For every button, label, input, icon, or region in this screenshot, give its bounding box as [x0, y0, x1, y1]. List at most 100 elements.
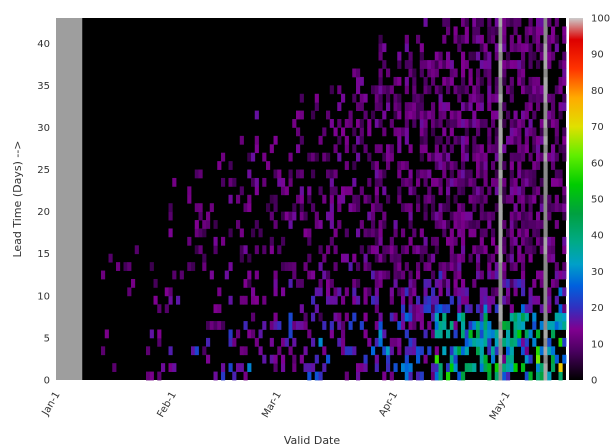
heatmap-cell [337, 194, 342, 204]
heatmap-cell [408, 102, 413, 112]
heatmap-cell [472, 110, 477, 120]
heatmap-cell [536, 76, 541, 86]
heatmap-cell [251, 152, 256, 162]
heatmap-cell [472, 135, 477, 145]
heatmap-cell [333, 287, 338, 297]
heatmap-cell [502, 34, 507, 44]
heatmap-cell [543, 270, 548, 280]
heatmap-cell [288, 329, 293, 339]
heatmap-cell [322, 270, 327, 280]
heatmap-cell [359, 127, 364, 137]
heatmap-cell [491, 253, 496, 263]
heatmap-cell [453, 278, 458, 288]
heatmap-cell [457, 93, 462, 103]
heatmap-cell [517, 169, 522, 179]
heatmap-cell [551, 144, 556, 154]
heatmap-cell [461, 186, 466, 196]
heatmap-cell [498, 337, 503, 347]
heatmap-cell [453, 135, 458, 145]
heatmap-cell [468, 220, 473, 229]
heatmap-cell [513, 177, 518, 187]
x-tick-label: Feb-1 [155, 390, 178, 419]
heatmap-cell [318, 337, 323, 347]
heatmap-cell [498, 363, 503, 372]
heatmap-cell [461, 76, 466, 86]
heatmap-cell [416, 203, 421, 213]
heatmap-cell [431, 253, 436, 263]
heatmap-cell [558, 371, 563, 381]
heatmap-cell [554, 119, 559, 128]
heatmap-cell [254, 177, 259, 187]
heatmap-cell [251, 312, 256, 322]
heatmap-cell [502, 26, 507, 36]
heatmap-cell [554, 177, 559, 187]
heatmap-cell [547, 110, 552, 120]
heatmap-cell [404, 127, 409, 137]
heatmap-cell [453, 119, 458, 128]
heatmap-cell [506, 321, 511, 330]
heatmap-cell [262, 295, 267, 305]
heatmap-cell [269, 194, 274, 204]
heatmap-cell [457, 43, 462, 53]
heatmap-cell [472, 228, 477, 238]
heatmap-cell [382, 245, 387, 255]
heatmap-cell [472, 321, 477, 330]
heatmap-cell [438, 371, 443, 381]
heatmap-cell [397, 102, 402, 112]
heatmap-cell [322, 194, 327, 204]
heatmap-cell [408, 177, 413, 187]
heatmap-cell [378, 253, 383, 263]
heatmap-cell [487, 26, 492, 36]
heatmap-cell [554, 262, 559, 271]
heatmap-cell [378, 228, 383, 238]
heatmap-cell [344, 135, 349, 145]
heatmap-cell [397, 194, 402, 204]
heatmap-cell [461, 18, 466, 27]
heatmap-cell [528, 51, 533, 61]
heatmap-cell [307, 194, 312, 204]
heatmap-cell [513, 220, 518, 229]
heatmap-cell [513, 312, 518, 322]
heatmap-cell [461, 144, 466, 154]
heatmap-cell [506, 329, 511, 339]
heatmap-cell [378, 270, 383, 280]
heatmap-cell [314, 211, 319, 221]
heatmap-cell [431, 295, 436, 305]
heatmap-cell [502, 278, 507, 288]
heatmap-cell [479, 76, 484, 86]
heatmap-cell [363, 110, 368, 120]
heatmap-cell [472, 177, 477, 187]
heatmap-cell [168, 211, 173, 221]
heatmap-cell [547, 253, 552, 263]
heatmap-cell [337, 220, 342, 229]
heatmap-cell [273, 312, 278, 322]
heatmap-cell [491, 26, 496, 36]
heatmap-cell [558, 363, 563, 372]
heatmap-cell [423, 60, 428, 69]
heatmap-cell [404, 262, 409, 271]
heatmap-cell [434, 371, 439, 381]
heatmap-cell [299, 304, 304, 314]
heatmap-cell [389, 119, 394, 128]
heatmap-cell [307, 329, 312, 339]
heatmap-cell [487, 304, 492, 314]
heatmap-cell [457, 203, 462, 213]
heatmap-cell [266, 203, 271, 213]
heatmap-cell [449, 169, 454, 179]
heatmap-cell [408, 51, 413, 61]
heatmap-cell [461, 135, 466, 145]
heatmap-cell [498, 135, 503, 145]
heatmap-cell [494, 85, 499, 95]
heatmap-cell [232, 337, 237, 347]
heatmap-cell [367, 177, 372, 187]
heatmap-cell [288, 220, 293, 229]
heatmap-cell [476, 253, 481, 263]
heatmap-cell [479, 346, 484, 356]
heatmap-cell [517, 194, 522, 204]
heatmap-cell [506, 253, 511, 263]
heatmap-cell [517, 43, 522, 53]
heatmap-cell [247, 194, 252, 204]
heatmap-cell [393, 363, 398, 372]
heatmap-cell [457, 228, 462, 238]
heatmap-cell [479, 18, 484, 27]
